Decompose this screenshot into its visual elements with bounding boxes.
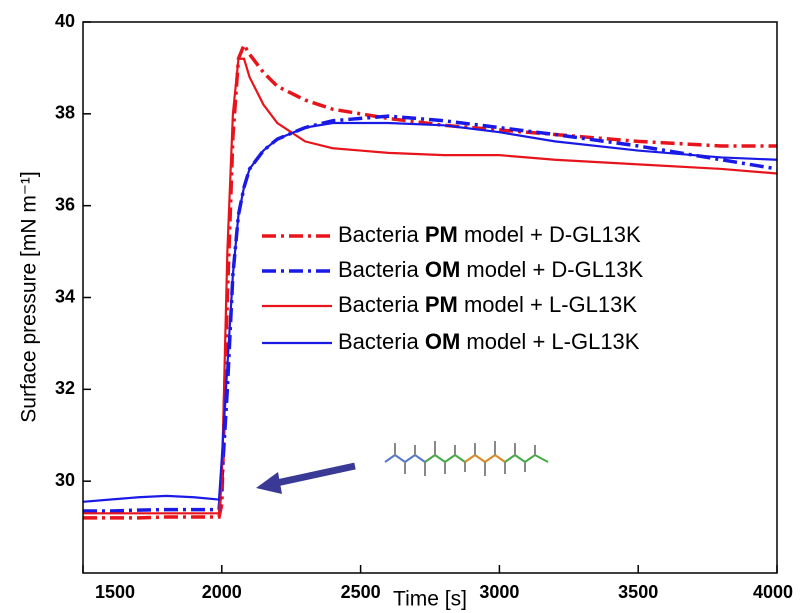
x-axis-label: Time [s]: [393, 588, 467, 611]
y-tick-label: 40: [55, 11, 75, 31]
legend-word: Bacteria: [338, 257, 419, 282]
legend-label: Bacteria OM model + L-GL13K: [338, 329, 640, 354]
legend-word: D-GL13K: [545, 257, 643, 282]
molecule: [384, 441, 549, 476]
plot-frame: [82, 21, 778, 574]
molecule-part: [394, 441, 536, 476]
y-tick-label: 34: [55, 286, 75, 306]
legend-word: +: [524, 222, 543, 247]
series-line: [83, 57, 778, 515]
legend-word: L-GL13K: [543, 292, 637, 317]
x-tick-label: 4000: [753, 582, 793, 602]
legend-word: Bacteria: [338, 329, 419, 354]
legend-word: +: [526, 329, 545, 354]
legend-label: Bacteria PM model + L-GL13K: [338, 292, 637, 317]
molecule-part: [384, 453, 426, 464]
x-tick-label: 2000: [202, 582, 242, 602]
arrow-shaft: [271, 462, 356, 488]
series-line: [82, 121, 778, 503]
legend-word: model: [458, 292, 524, 317]
molecule-part: [504, 453, 549, 464]
legend-word: model: [460, 329, 526, 354]
x-tick-label: 1500: [95, 582, 135, 602]
legend-word: OM: [419, 329, 461, 354]
legend-label: Bacteria OM model + D-GL13K: [338, 257, 643, 282]
legend-word: Bacteria: [338, 292, 419, 317]
legend-word: +: [526, 257, 545, 282]
legend-word: PM: [419, 222, 458, 247]
legend-word: D-GL13K: [543, 222, 641, 247]
x-tick-label: 2500: [341, 582, 381, 602]
legend-word: OM: [419, 257, 461, 282]
y-tick-label: 38: [55, 103, 75, 123]
legend-label: Bacteria PM model + D-GL13K: [338, 222, 641, 247]
legend-word: PM: [419, 292, 458, 317]
y-tick-label: 32: [55, 378, 75, 398]
arrow-head: [256, 472, 282, 494]
legend-word: L-GL13K: [545, 329, 639, 354]
x-tick-label: 3000: [479, 582, 519, 602]
legend-word: model: [460, 257, 526, 282]
molecule-part: [424, 453, 466, 464]
y-tick-label: 30: [55, 470, 75, 490]
molecule-arrow: [256, 462, 356, 494]
legend-word: +: [524, 292, 543, 317]
legend-word: Bacteria: [338, 222, 419, 247]
molecule-part: [464, 453, 506, 464]
legend-word: model: [458, 222, 524, 247]
y-axis-label: Surface pressure [mN m⁻¹]: [18, 171, 41, 422]
x-tick-label: 3500: [618, 582, 658, 602]
y-tick-label: 36: [55, 194, 75, 214]
series-line: [83, 41, 777, 520]
